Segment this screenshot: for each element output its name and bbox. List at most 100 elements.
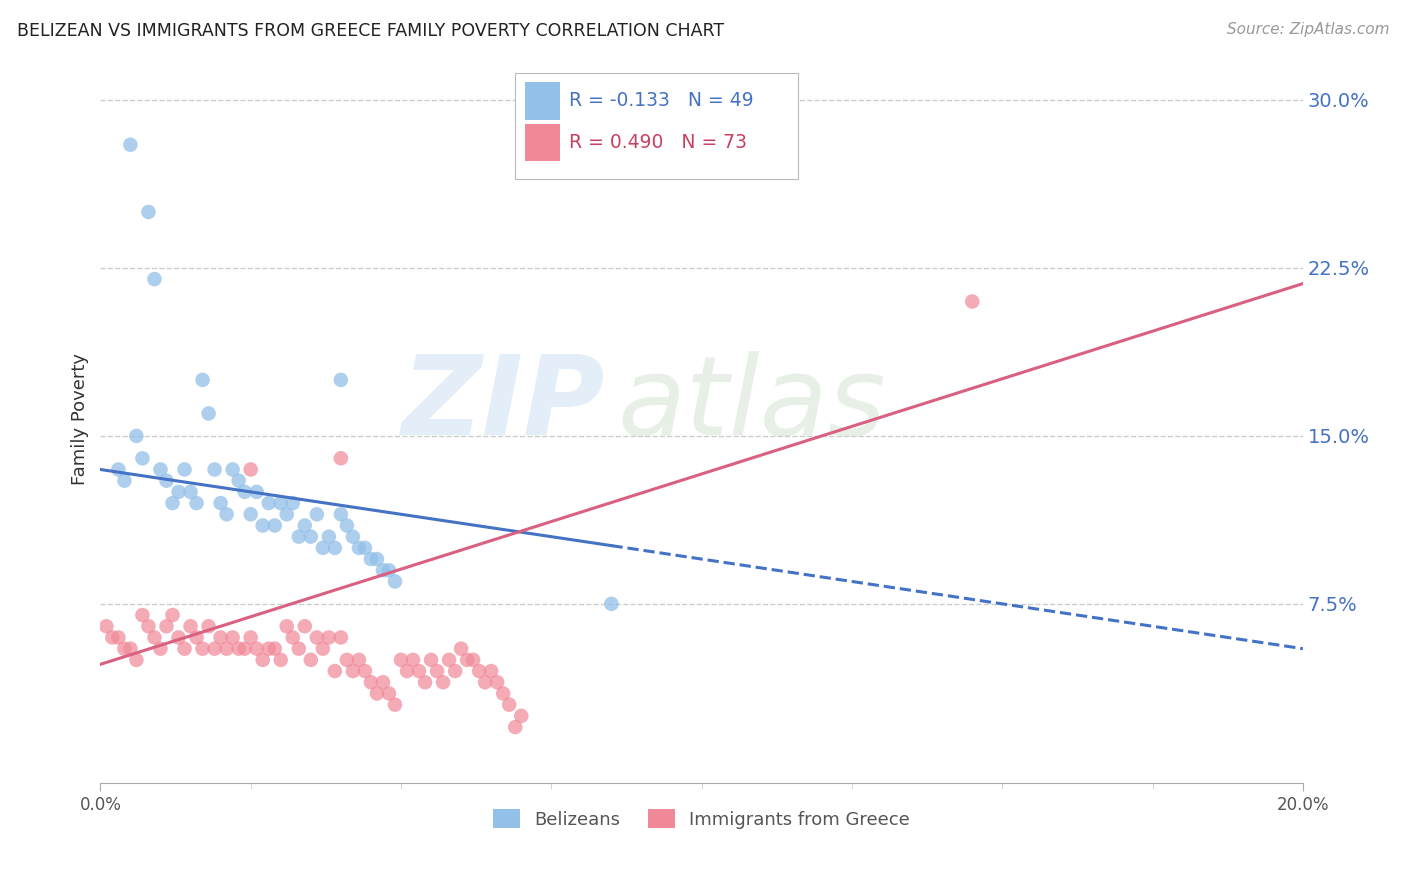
Point: [498, 698, 520, 712]
Point: [378, 563, 401, 577]
Text: R = -0.133   N = 49: R = -0.133 N = 49: [569, 92, 754, 111]
Point: [125, 429, 148, 443]
Point: [450, 641, 472, 656]
Point: [131, 608, 153, 623]
Point: [186, 631, 208, 645]
Point: [288, 641, 311, 656]
Point: [408, 664, 430, 678]
Point: [474, 675, 496, 690]
Point: [270, 496, 292, 510]
Point: [420, 653, 443, 667]
Point: [323, 664, 346, 678]
Point: [257, 496, 280, 510]
Point: [426, 664, 449, 678]
Point: [191, 641, 214, 656]
Point: [366, 686, 388, 700]
Point: [120, 641, 142, 656]
Point: [299, 653, 322, 667]
Point: [276, 619, 298, 633]
Point: [180, 619, 202, 633]
Point: [960, 294, 983, 309]
Text: ZIP: ZIP: [402, 351, 606, 458]
Point: [180, 484, 202, 499]
Point: [257, 641, 280, 656]
Point: [233, 641, 256, 656]
Point: [155, 474, 177, 488]
Point: [167, 631, 190, 645]
Point: [432, 675, 454, 690]
Point: [204, 641, 226, 656]
Point: [294, 619, 316, 633]
Point: [138, 205, 160, 219]
Point: [312, 641, 335, 656]
Point: [342, 664, 364, 678]
Point: [354, 541, 377, 555]
Point: [371, 563, 394, 577]
Point: [600, 597, 623, 611]
Point: [323, 541, 346, 555]
Legend: Belizeans, Immigrants from Greece: Belizeans, Immigrants from Greece: [486, 802, 917, 836]
Point: [252, 518, 274, 533]
Point: [162, 608, 184, 623]
Point: [209, 631, 232, 645]
Point: [384, 574, 406, 589]
Y-axis label: Family Poverty: Family Poverty: [72, 353, 89, 485]
Point: [173, 462, 195, 476]
Point: [329, 631, 352, 645]
Point: [143, 272, 166, 286]
Point: [107, 462, 129, 476]
Point: [402, 653, 425, 667]
Point: [143, 631, 166, 645]
Point: [510, 709, 533, 723]
Point: [347, 653, 370, 667]
Point: [204, 462, 226, 476]
Point: [336, 653, 359, 667]
Point: [312, 541, 335, 555]
Point: [112, 641, 135, 656]
Point: [463, 653, 485, 667]
Text: R = 0.490   N = 73: R = 0.490 N = 73: [569, 133, 748, 152]
Point: [215, 641, 238, 656]
Point: [120, 137, 142, 152]
FancyBboxPatch shape: [524, 82, 560, 120]
Point: [366, 552, 388, 566]
Point: [228, 641, 250, 656]
Point: [233, 484, 256, 499]
Point: [384, 698, 406, 712]
Point: [209, 496, 232, 510]
Point: [239, 462, 262, 476]
Point: [329, 508, 352, 522]
Point: [246, 641, 269, 656]
Point: [263, 518, 285, 533]
Point: [305, 508, 328, 522]
Point: [378, 686, 401, 700]
Point: [191, 373, 214, 387]
Point: [125, 653, 148, 667]
Point: [149, 641, 172, 656]
Point: [468, 664, 491, 678]
Point: [215, 508, 238, 522]
Text: BELIZEAN VS IMMIGRANTS FROM GREECE FAMILY POVERTY CORRELATION CHART: BELIZEAN VS IMMIGRANTS FROM GREECE FAMIL…: [17, 22, 724, 40]
Point: [221, 631, 243, 645]
Point: [395, 664, 418, 678]
Point: [437, 653, 460, 667]
Point: [263, 641, 285, 656]
Point: [413, 675, 436, 690]
Point: [299, 530, 322, 544]
Point: [503, 720, 526, 734]
Point: [444, 664, 467, 678]
Point: [294, 518, 316, 533]
Point: [252, 653, 274, 667]
Point: [329, 451, 352, 466]
Point: [281, 631, 304, 645]
Point: [162, 496, 184, 510]
Point: [167, 484, 190, 499]
Point: [155, 619, 177, 633]
Point: [371, 675, 394, 690]
Point: [492, 686, 515, 700]
Point: [360, 675, 382, 690]
Point: [360, 552, 382, 566]
Point: [246, 484, 269, 499]
Point: [318, 530, 340, 544]
Point: [197, 407, 219, 421]
